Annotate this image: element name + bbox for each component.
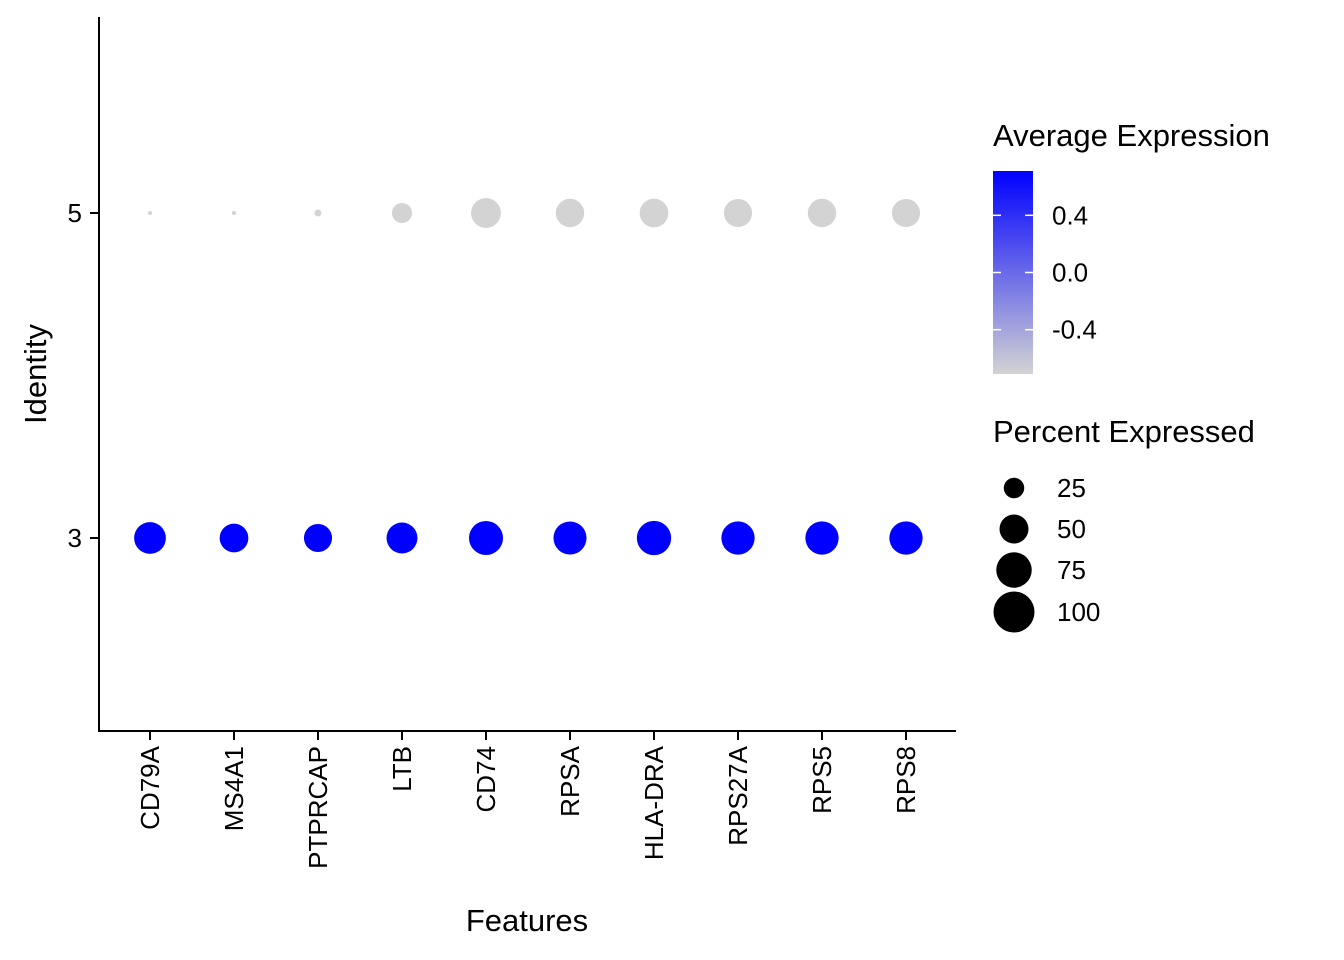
- dot-ms4a1-identity-5: [231, 210, 237, 216]
- dot-cd79a-identity-3: [134, 522, 166, 554]
- dot-rps27a-identity-5: [723, 198, 753, 228]
- dot-ltb-identity-3: [386, 522, 418, 554]
- plot-points: [134, 198, 923, 556]
- size-legend-dot: [993, 591, 1035, 633]
- dot-rpsa-identity-3: [553, 521, 587, 555]
- size-legend-label: 25: [1057, 473, 1086, 503]
- dot-ptprcap-identity-5: [314, 209, 322, 217]
- x-tick-label: HLA-DRA: [639, 745, 669, 860]
- x-axis-title: Features: [466, 903, 588, 938]
- color-legend: Average Expression 0.4 0.0 -0.4: [993, 118, 1270, 374]
- x-axis-ticks: CD79A MS4A1 PTPRCAP LTB CD74 RPSA HLA-DRA RPS27…: [135, 731, 921, 869]
- x-tick-label: LTB: [387, 746, 417, 792]
- color-legend-title: Average Expression: [993, 118, 1270, 153]
- dot-rps5-identity-5: [807, 198, 837, 228]
- y-tick-label: 5: [68, 198, 82, 228]
- x-tick-label: RPSA: [555, 745, 585, 816]
- size-legend-dot: [999, 514, 1029, 544]
- size-legend-label: 50: [1057, 514, 1086, 544]
- dot-rpsa-identity-5: [555, 198, 585, 228]
- y-axis-title: Identity: [18, 324, 53, 424]
- size-legend-title: Percent Expressed: [993, 414, 1255, 449]
- y-tick-label: 3: [68, 523, 82, 553]
- dot-hla-dra-identity-3: [636, 520, 672, 556]
- x-tick-label: PTPRCAP: [303, 746, 333, 869]
- dot-rps8-identity-3: [889, 521, 923, 555]
- dot-ltb-identity-5: [391, 202, 413, 224]
- dot-rps27a-identity-3: [721, 521, 755, 555]
- color-bar-ticks: 0.4 0.0 -0.4: [993, 200, 1097, 345]
- size-legend: Percent Expressed 25 50 75 100: [993, 414, 1255, 633]
- dot-cd74-identity-3: [468, 520, 504, 556]
- x-tick-label: RPS27A: [723, 745, 753, 845]
- size-legend-dot: [996, 552, 1032, 588]
- dot-ptprcap-identity-3: [303, 523, 333, 553]
- dot-cd79a-identity-5: [147, 210, 153, 216]
- size-legend-label: 75: [1057, 555, 1086, 585]
- color-legend-label: 0.4: [1052, 200, 1088, 230]
- x-tick-label: MS4A1: [219, 746, 249, 831]
- y-axis-ticks: 53: [68, 198, 99, 553]
- x-tick-label: CD74: [471, 746, 501, 812]
- size-legend-dot: [1003, 477, 1025, 499]
- dot-cd74-identity-5: [471, 198, 501, 228]
- x-tick-label: CD79A: [135, 745, 165, 829]
- size-legend-keys: 25 50 75 100: [993, 473, 1100, 633]
- dot-hla-dra-identity-5: [639, 198, 669, 228]
- x-tick-label: RPS8: [891, 746, 921, 814]
- x-tick-label: RPS5: [807, 746, 837, 814]
- size-legend-label: 100: [1057, 597, 1100, 627]
- dot-ms4a1-identity-3: [219, 523, 249, 553]
- dot-rps8-identity-5: [891, 198, 921, 228]
- dot-rps5-identity-3: [805, 521, 839, 555]
- color-legend-label: 0.0: [1052, 258, 1088, 288]
- color-legend-label: -0.4: [1052, 315, 1097, 345]
